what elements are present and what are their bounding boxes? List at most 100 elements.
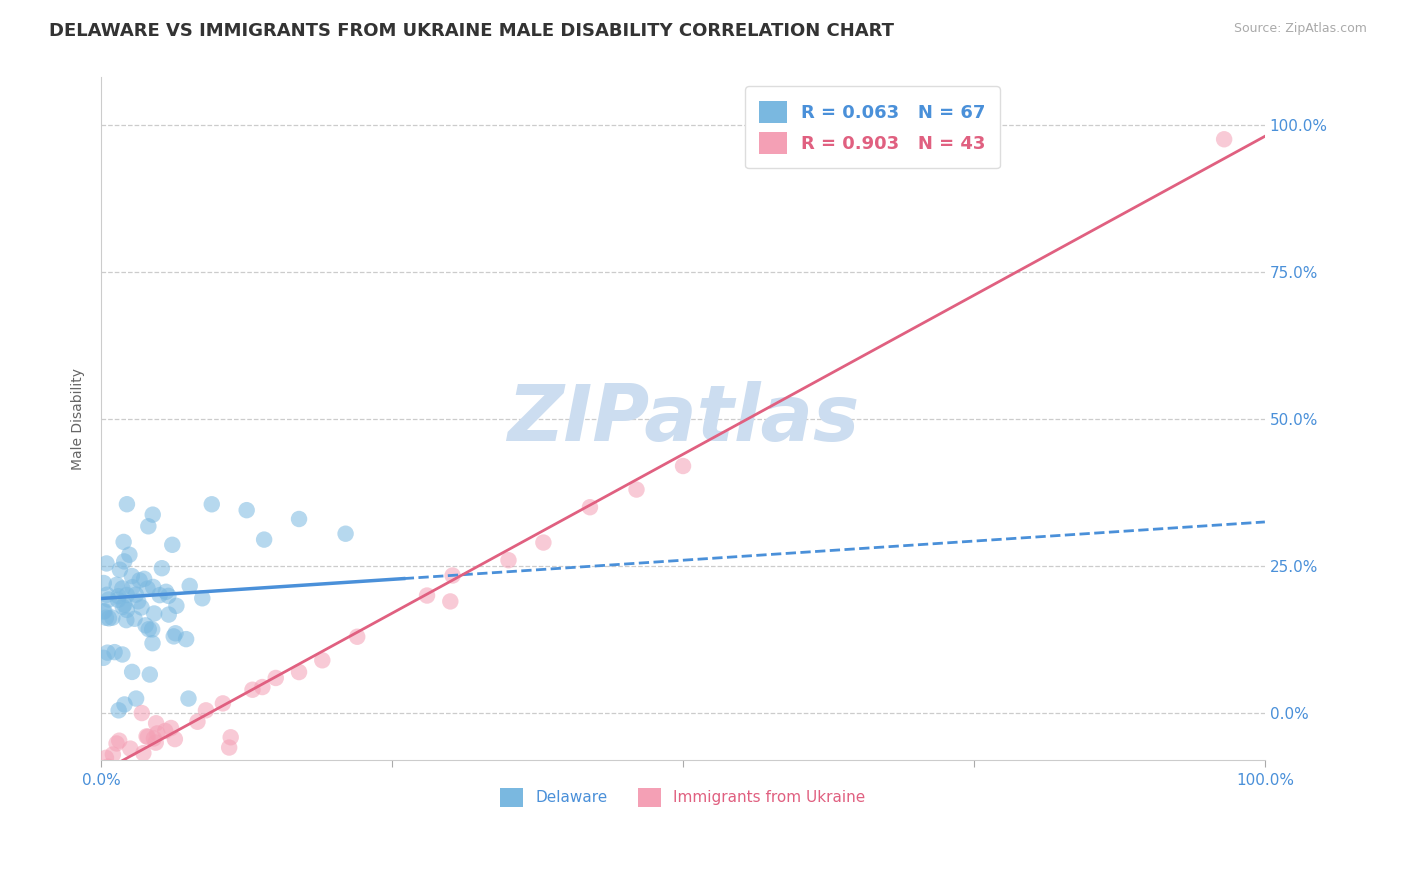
Point — [179, 579, 201, 593]
Point — [174, 632, 197, 647]
Point — [124, 612, 146, 626]
Point — [163, 629, 186, 643]
Point — [441, 568, 464, 582]
Point — [194, 703, 217, 717]
Point — [108, 733, 131, 747]
Point — [139, 667, 162, 681]
Point — [150, 561, 173, 575]
Point — [143, 607, 166, 621]
Point — [101, 761, 124, 775]
Point — [96, 804, 118, 818]
Point — [107, 779, 129, 793]
Point — [115, 603, 138, 617]
Point — [186, 714, 208, 729]
Point — [97, 592, 120, 607]
Point — [201, 497, 224, 511]
Point — [1213, 132, 1236, 146]
Point — [141, 623, 163, 637]
Point — [416, 589, 439, 603]
Point — [149, 588, 172, 602]
Point — [145, 716, 167, 731]
Point — [93, 777, 115, 791]
Point — [157, 589, 180, 603]
Point — [115, 588, 138, 602]
Point — [120, 770, 142, 784]
Point — [242, 682, 264, 697]
Point — [439, 594, 461, 608]
Point — [112, 598, 135, 612]
Point — [122, 795, 145, 809]
Point — [138, 622, 160, 636]
Point — [165, 626, 187, 640]
Point — [93, 605, 115, 619]
Point — [107, 703, 129, 717]
Point — [155, 723, 177, 738]
Point — [132, 746, 155, 760]
Point — [131, 706, 153, 720]
Point — [145, 736, 167, 750]
Point — [115, 613, 138, 627]
Legend: Delaware, Immigrants from Ukraine: Delaware, Immigrants from Ukraine — [492, 780, 873, 814]
Point — [136, 582, 159, 596]
Point — [177, 691, 200, 706]
Point — [127, 594, 149, 608]
Point — [104, 645, 127, 659]
Text: DELAWARE VS IMMIGRANTS FROM UKRAINE MALE DISABILITY CORRELATION CHART: DELAWARE VS IMMIGRANTS FROM UKRAINE MALE… — [49, 22, 894, 40]
Point — [163, 732, 186, 747]
Point — [115, 497, 138, 511]
Point — [107, 589, 129, 603]
Point — [212, 697, 235, 711]
Point — [97, 760, 120, 774]
Point — [121, 665, 143, 679]
Point — [125, 588, 148, 602]
Point — [105, 736, 128, 750]
Point — [111, 582, 134, 596]
Point — [96, 557, 118, 571]
Point — [155, 584, 177, 599]
Text: ZIPatlas: ZIPatlas — [508, 381, 859, 457]
Point — [626, 483, 648, 497]
Point — [112, 554, 135, 568]
Point — [219, 731, 242, 745]
Point — [288, 665, 311, 679]
Point — [118, 548, 141, 562]
Point — [134, 572, 156, 586]
Point — [120, 741, 142, 756]
Point — [93, 650, 115, 665]
Point — [108, 563, 131, 577]
Point — [93, 604, 115, 618]
Point — [112, 535, 135, 549]
Point — [101, 747, 124, 762]
Point — [138, 519, 160, 533]
Point — [141, 636, 163, 650]
Point — [157, 607, 180, 622]
Point — [135, 730, 157, 744]
Point — [191, 591, 214, 606]
Point — [111, 648, 134, 662]
Point — [101, 610, 124, 624]
Point — [94, 751, 117, 765]
Point — [97, 611, 120, 625]
Point — [146, 726, 169, 740]
Point — [672, 458, 695, 473]
Point — [165, 599, 187, 613]
Point — [531, 535, 554, 549]
Point — [579, 500, 602, 515]
Point — [253, 533, 276, 547]
Point — [121, 580, 143, 594]
Point — [288, 512, 311, 526]
Point — [136, 730, 159, 744]
Point — [131, 600, 153, 615]
Point — [311, 653, 333, 667]
Text: Source: ZipAtlas.com: Source: ZipAtlas.com — [1233, 22, 1367, 36]
Point — [218, 740, 240, 755]
Y-axis label: Male Disability: Male Disability — [72, 368, 86, 470]
Point — [142, 580, 165, 594]
Point — [346, 630, 368, 644]
Point — [121, 569, 143, 583]
Point — [160, 721, 183, 735]
Point — [128, 574, 150, 588]
Point — [96, 646, 118, 660]
Point — [111, 599, 134, 614]
Point — [135, 618, 157, 632]
